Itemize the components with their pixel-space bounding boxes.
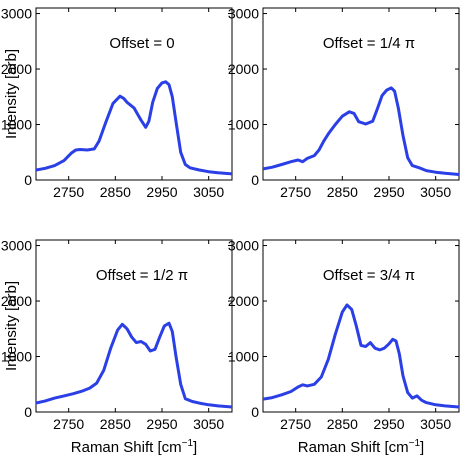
chart-panel-3: 2750 2850 2950 3050 0 1000 2000 3000 Offset = 1/… (1, 238, 233, 456)
x-tick-label: 3050 (193, 416, 224, 432)
y-axis-label: Intensity [arb] (3, 49, 20, 139)
y-tick-label: 0 (251, 404, 259, 420)
y-tick-label: 1000 (1, 117, 32, 133)
x-tick-label: 2950 (373, 416, 404, 432)
panel-title: Offset = 3/4 π (323, 267, 415, 284)
y-tick-label: 1000 (228, 349, 259, 365)
y-tick-label: 2000 (1, 61, 32, 77)
y-tick-label: 0 (24, 404, 32, 420)
y-tick-label: 3000 (1, 6, 32, 22)
y-tick-label: 0 (24, 172, 32, 188)
x-tick-label: 3050 (420, 416, 451, 432)
x-tick-label: 2750 (53, 416, 84, 432)
plot-frame (35, 7, 233, 181)
x-tick-label: 2850 (100, 416, 131, 432)
y-tick-label: 3000 (1, 238, 32, 254)
x-tick-label: 2850 (327, 416, 358, 432)
chart-panel-4: 2750 2850 2950 3050 0 1000 2000 3000 Offset = 3/… (228, 238, 460, 456)
x-tick-label: 2850 (327, 184, 358, 200)
panel-title: Offset = 1/2 π (96, 267, 188, 284)
y-tick-label: 3000 (228, 238, 259, 254)
series-line-1 (263, 86, 459, 176)
y-tick-label: 1000 (228, 117, 259, 133)
y-tick-label: 2000 (228, 293, 259, 309)
panel-title: Offset = 0 (109, 35, 174, 52)
plot-frame (262, 239, 460, 413)
y-tick-label: 3000 (228, 6, 259, 22)
y-tick-label: 1000 (1, 349, 32, 365)
y-tick-label: 0 (251, 172, 259, 188)
x-axis-label: Raman Shift [cm−1] (71, 438, 197, 456)
y-tick-label: 2000 (228, 61, 259, 77)
x-tick-label: 3050 (193, 184, 224, 200)
x-tick-label: 2750 (280, 416, 311, 432)
series-line-1 (36, 321, 232, 409)
x-tick-label: 2950 (146, 184, 177, 200)
panel-title: Offset = 1/4 π (323, 35, 415, 52)
chart-panel-2: 2750 2850 2950 3050 0 1000 2000 3000 Offset = 1/… (228, 6, 460, 200)
x-tick-label: 3050 (420, 184, 451, 200)
x-tick-label: 2750 (280, 184, 311, 200)
x-tick-label: 2750 (53, 184, 84, 200)
x-axis-label: Raman Shift [cm−1] (298, 438, 424, 456)
plot-frame (35, 239, 233, 413)
x-tick-label: 2950 (146, 416, 177, 432)
x-tick-label: 2850 (100, 184, 131, 200)
chart-panel-1: 2750 2850 2950 3050 0 1000 2000 3000 Offset = 0 I… (1, 6, 233, 200)
series-line-1 (263, 303, 459, 409)
plot-frame (262, 7, 460, 181)
y-axis-label: Intensity [arb] (3, 281, 20, 371)
y-tick-label: 2000 (1, 293, 32, 309)
x-tick-label: 2950 (373, 184, 404, 200)
series-line-1 (36, 80, 232, 176)
